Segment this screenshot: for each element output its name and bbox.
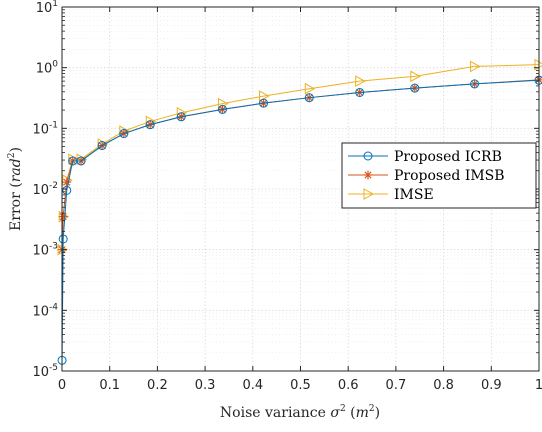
x-label-close: ) [375, 405, 380, 421]
y-tick-label: 10-3 [32, 242, 58, 259]
series-point [58, 234, 68, 244]
x-label-prefix: Noise variance [220, 405, 330, 421]
x-tick-label: 0.6 [338, 378, 359, 393]
series-point [304, 93, 314, 103]
x-label-unit: m [356, 405, 369, 421]
y-axis-label: Error (rad2) [7, 147, 24, 231]
y-tick-label: 10-4 [32, 302, 58, 319]
y-tick-label: 10-2 [32, 181, 58, 198]
x-tick-label: 0.8 [433, 378, 454, 393]
axes: 0 0.1 0.2 0.3 0.4 0.5 0.6 0.7 0.8 0.9 110-510-410-… [32, 0, 542, 393]
y-tick-exponent: -2 [49, 181, 58, 191]
series-point [176, 112, 186, 122]
x-tick-label: 0.4 [242, 378, 263, 393]
series-point [119, 129, 129, 139]
y-tick-exponent: -4 [49, 302, 58, 312]
legend-marker [363, 188, 375, 200]
y-label-unit-exponent: 2 [7, 153, 17, 159]
y-label-open: ( [8, 182, 24, 187]
legend: Proposed ICRB Proposed IMSB IMSE [341, 142, 537, 209]
y-tick-base: 10 [36, 1, 53, 16]
x-tick-label: 0.9 [481, 378, 502, 393]
series-line [61, 79, 540, 361]
series-point [355, 75, 366, 87]
x-tick-label: 0.7 [386, 378, 407, 393]
series-point [76, 156, 86, 166]
series-point [470, 60, 481, 73]
y-tick-exponent: 1 [52, 0, 58, 9]
series-point [259, 98, 269, 108]
y-tick-exponent: -3 [49, 242, 58, 252]
y-tick-base: 10 [32, 122, 49, 137]
y-tick-exponent: 0 [52, 60, 58, 70]
x-tick-label: 0.1 [99, 378, 120, 393]
series-point [470, 79, 480, 89]
y-label-unit: rad [8, 158, 24, 182]
y-tick-label: 10-1 [32, 120, 58, 137]
x-label-open: ( [346, 405, 356, 421]
x-tick-label: 0 [58, 378, 66, 393]
y-tick-base: 10 [32, 244, 49, 259]
legend-label: Proposed ICRB [394, 149, 502, 165]
series-point [217, 104, 227, 114]
series-point [410, 83, 420, 93]
x-tick-label: 0.5 [290, 378, 311, 393]
series-line [61, 64, 540, 250]
series-point [97, 141, 107, 151]
series-point [62, 177, 72, 187]
series-layer [57, 58, 542, 365]
series-point [259, 90, 270, 102]
x-tick-label: 0.3 [195, 378, 216, 393]
y-label-close: ) [8, 147, 24, 152]
series-point [355, 87, 365, 97]
y-tick-exponent: -5 [49, 363, 58, 373]
series-circle [57, 75, 542, 365]
x-label-unit-exponent: 2 [369, 404, 375, 414]
y-tick-label: 100 [36, 60, 59, 77]
series-point [62, 185, 72, 195]
y-tick-base: 10 [36, 62, 53, 77]
legend-label: Proposed IMSB [394, 168, 505, 184]
y-tick-base: 10 [32, 365, 49, 380]
x-axis-label: Noise variance σ2 (m2) [220, 404, 380, 421]
y-tick-base: 10 [32, 304, 49, 319]
legend-label: IMSE [394, 187, 434, 203]
y-tick-exponent: -1 [49, 120, 58, 130]
x-label-symbol: σ [330, 405, 340, 421]
y-tick-label: 10-5 [32, 363, 58, 380]
series-point [145, 120, 155, 130]
legend-marker [363, 151, 373, 161]
legend-marker [363, 170, 373, 180]
series-point [410, 70, 421, 83]
x-tick-label: 1 [535, 378, 542, 393]
x-label-symbol-exponent: 2 [340, 404, 346, 414]
y-tick-base: 10 [32, 183, 49, 198]
y-tick-label: 101 [36, 0, 58, 16]
y-label-prefix: Error [8, 188, 24, 231]
x-tick-label: 0.2 [147, 378, 168, 393]
series-point [304, 82, 316, 95]
